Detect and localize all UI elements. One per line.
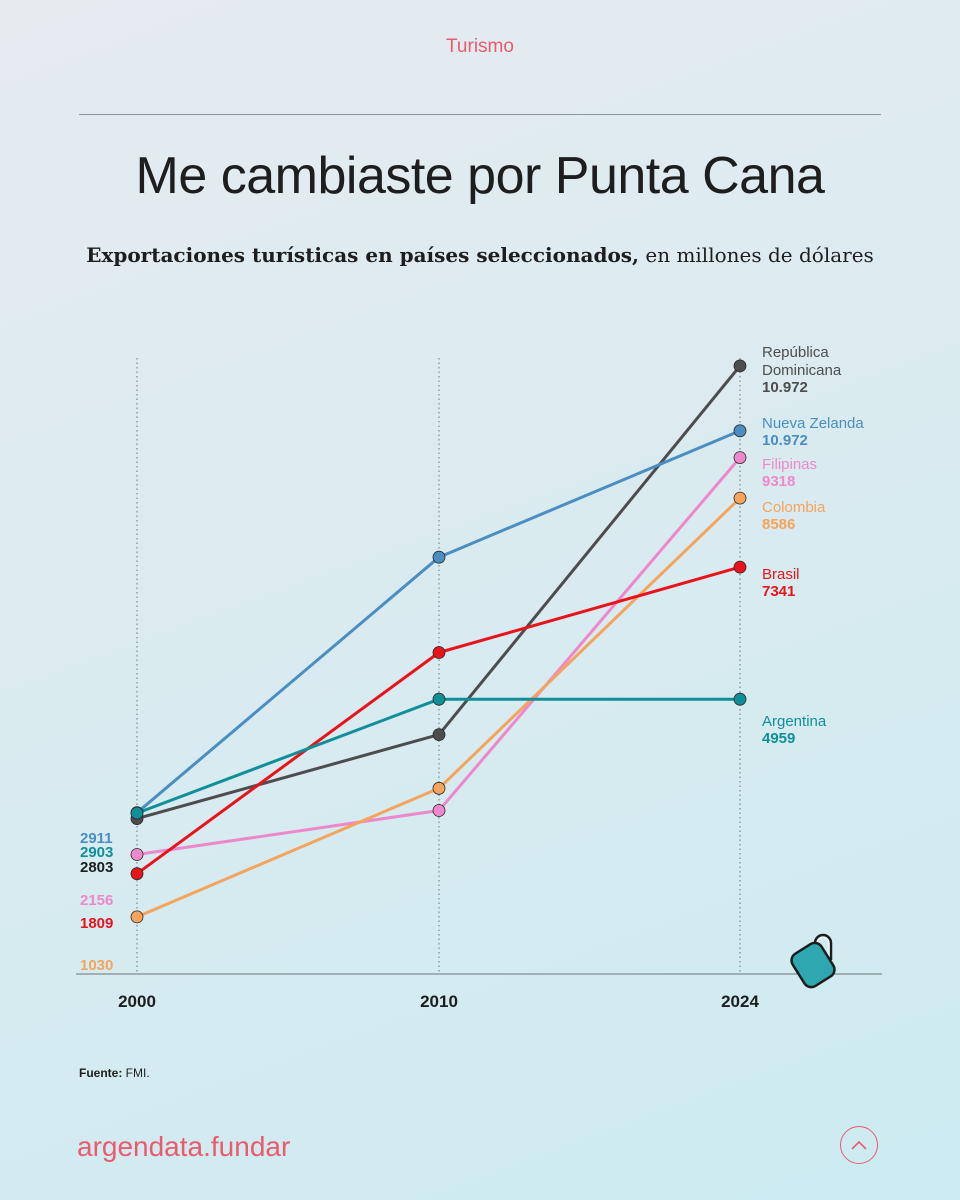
subtitle-bold: Exportaciones turísticas en países selec… <box>86 243 640 267</box>
series-line-brasil <box>136 565 741 875</box>
data-point-filipinas <box>130 848 144 861</box>
brand-logo-text[interactable]: argendata.fundar <box>77 1131 291 1162</box>
data-point-filipinas <box>733 451 747 465</box>
series-end-value-label: 9318 <box>762 473 795 490</box>
data-point-republica-dominicana <box>733 359 747 373</box>
series-end-value-label: 4959 <box>762 730 795 747</box>
data-point-colombia <box>130 910 144 924</box>
data-point-brasil <box>130 867 144 881</box>
series-name-label: República <box>762 344 829 361</box>
x-tick-label: 2000 <box>118 992 156 1011</box>
series-end-value-label: 10.972 <box>762 379 808 396</box>
series-name-label: Filipinas <box>762 456 817 473</box>
series-name-label: Nueva Zelanda <box>762 415 864 432</box>
series-name-label: Colombia <box>762 499 826 516</box>
scroll-up-button[interactable] <box>840 1126 878 1164</box>
chevron-up-icon <box>851 1140 867 1150</box>
x-tick-label: 2024 <box>721 992 759 1011</box>
series-line-argentina <box>136 697 740 815</box>
header-divider <box>79 114 881 115</box>
data-point-argentina <box>432 692 446 706</box>
data-point-brasil <box>733 560 747 574</box>
data-point-republica-dominicana <box>432 728 446 741</box>
x-tick-label: 2010 <box>420 992 458 1011</box>
series-points <box>130 359 747 924</box>
data-point-colombia <box>432 781 446 795</box>
data-point-filipinas <box>432 804 446 817</box>
data-point-colombia <box>733 491 747 505</box>
subtitle-rest: en millones de dólares <box>639 243 874 267</box>
series-end-value-label: 7341 <box>762 583 795 600</box>
series-start-value-label: 2803 <box>80 859 113 876</box>
source-label: Fuente: <box>79 1066 123 1080</box>
series-start-value-label: 2156 <box>80 892 113 909</box>
source-text: FMI. <box>122 1066 150 1080</box>
data-point-brasil <box>432 646 446 659</box>
suitcase-icon <box>790 933 836 989</box>
section-label: Turismo <box>446 36 514 57</box>
series-start-value-label: 1030 <box>80 957 113 974</box>
series-end-value-label: 10.972 <box>762 432 808 449</box>
data-point-argentina <box>733 692 747 706</box>
data-point-argentina <box>130 806 144 820</box>
source-note: Fuente: FMI. <box>79 1066 150 1080</box>
series-name-label: Argentina <box>762 713 827 730</box>
x-tick-labels: 2000 2010 2024 <box>118 992 759 1011</box>
series-name-label: Dominicana <box>762 362 842 379</box>
page-title: Me cambiaste por Punta Cana <box>135 147 825 205</box>
series-name-label: Brasil <box>762 566 800 583</box>
grid-lines <box>136 358 741 974</box>
series-start-value-label: 1809 <box>80 915 113 932</box>
data-point-nueva-zelanda <box>432 550 446 564</box>
chart-subtitle: Exportaciones turísticas en países selec… <box>0 243 960 267</box>
series-end-value-label: 8586 <box>762 516 795 533</box>
data-point-nueva-zelanda <box>733 424 747 438</box>
series-start-value-label: 2903 <box>80 844 113 861</box>
series-start-value-label: 2911 <box>80 830 113 847</box>
